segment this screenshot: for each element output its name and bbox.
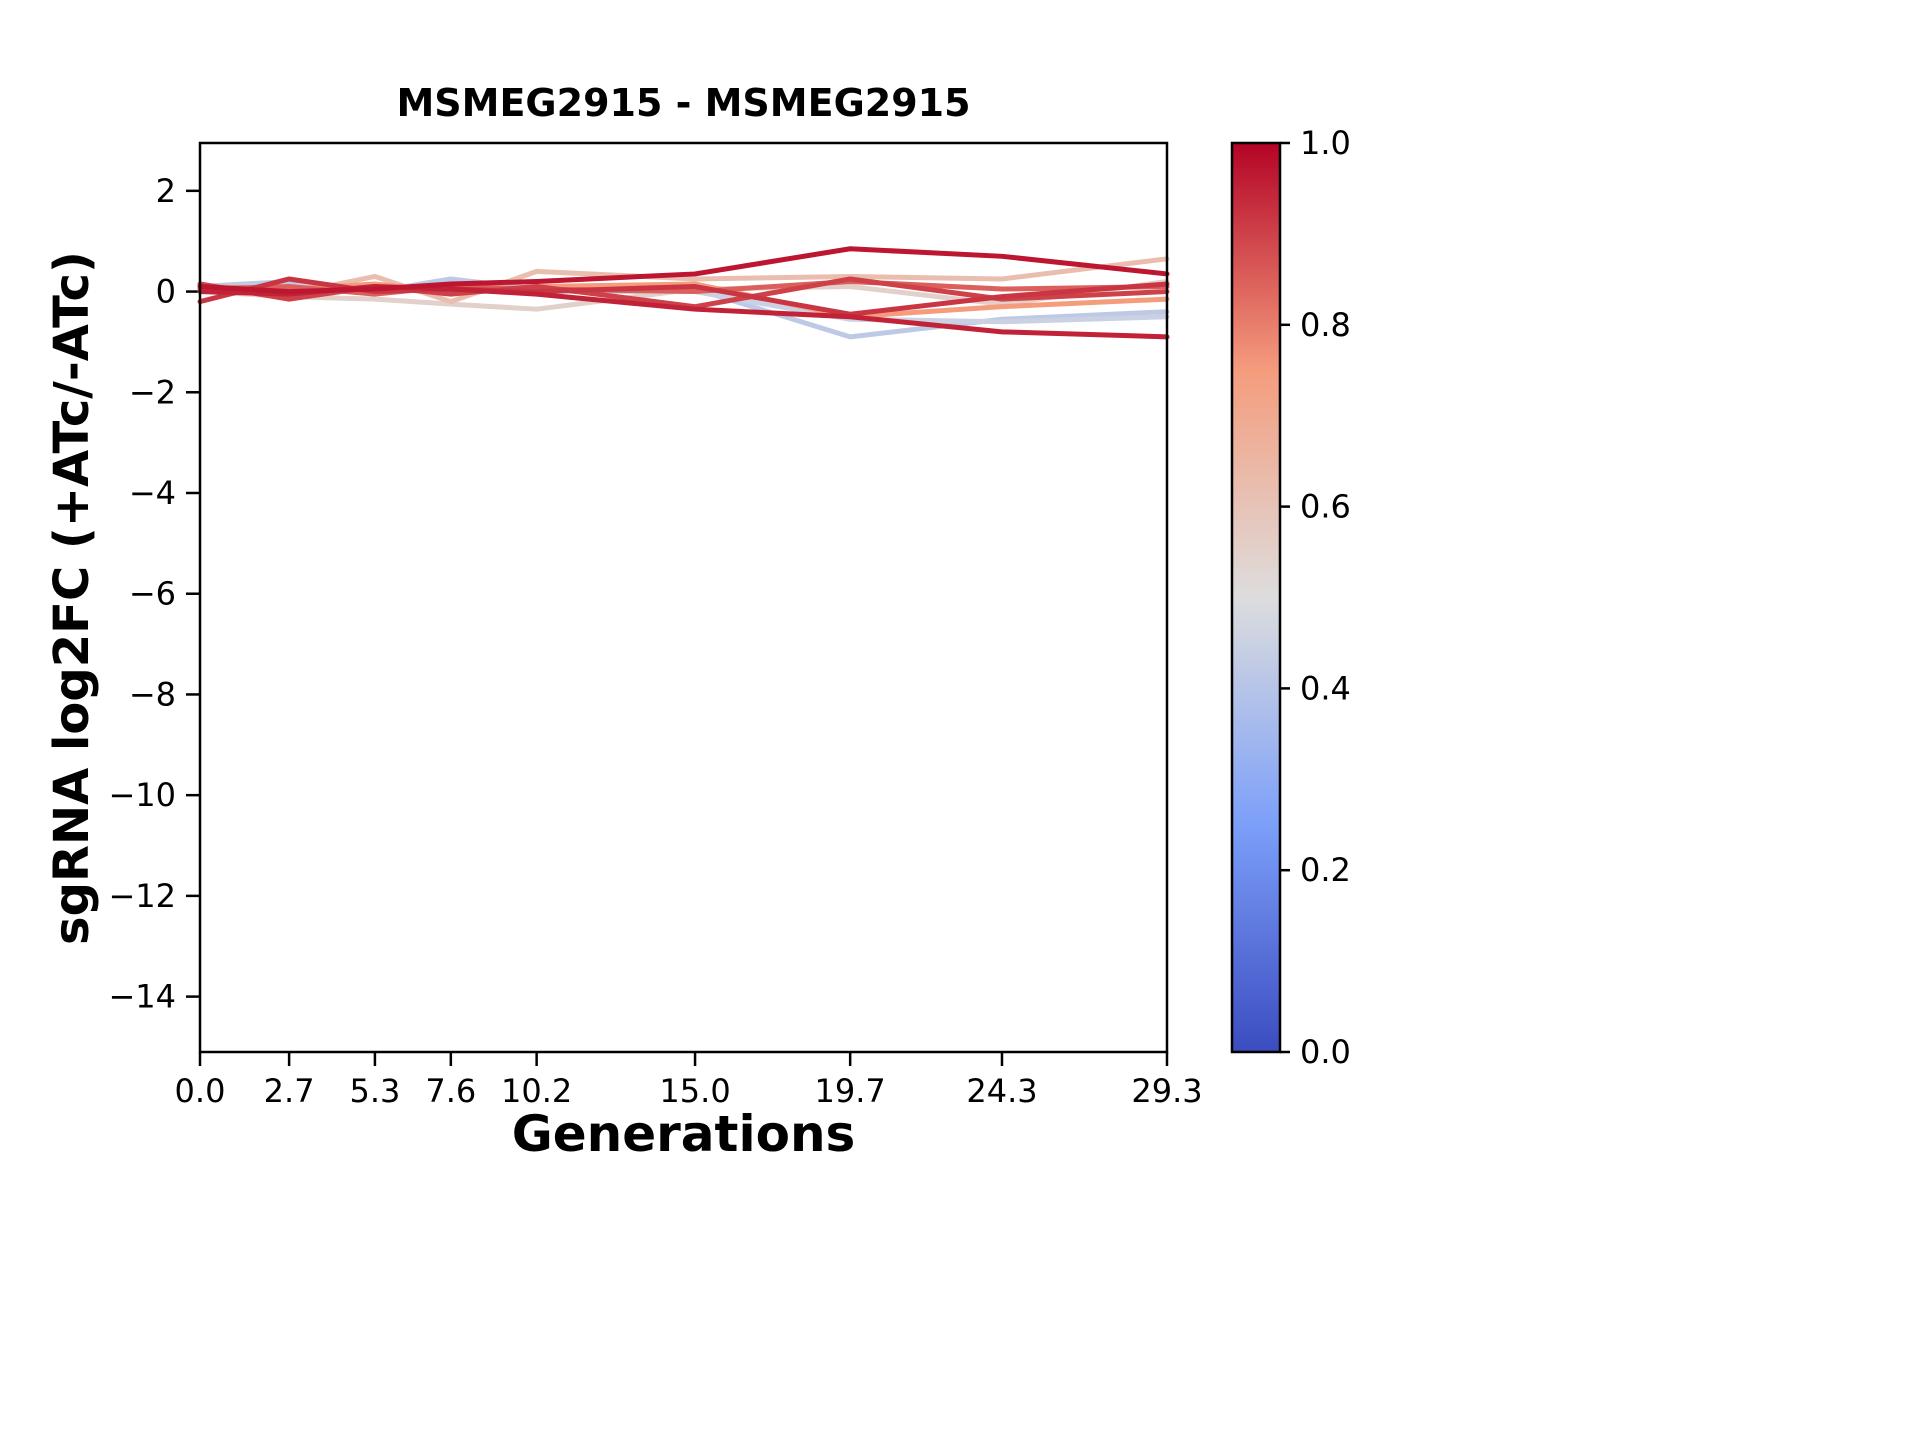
colorbar-frame <box>1230 141 1282 1054</box>
series-line-sg10 <box>197 246 1170 295</box>
x-tick-label: 24.3 <box>966 1072 1037 1110</box>
colorbar-tick-label: 0.4 <box>1300 669 1351 707</box>
x-tick-label: 0.0 <box>175 1072 226 1110</box>
x-tick-label: 2.7 <box>264 1072 315 1110</box>
x-tick-label: 19.7 <box>815 1072 886 1110</box>
chart-title: MSMEG2915 - MSMEG2915 <box>396 81 971 125</box>
plot-frame <box>198 141 1169 1054</box>
y-tick-label: 2 <box>156 172 176 210</box>
y-axis-label: sgRNA log2FC (+ATc/-ATc) <box>44 250 100 945</box>
y-tick-label: −4 <box>129 474 176 512</box>
y-tick-label: 0 <box>156 273 176 311</box>
colorbar-tick-label: 0.8 <box>1300 306 1351 344</box>
x-tick-label: 5.3 <box>349 1072 400 1110</box>
series-line-sg7 <box>197 276 1170 310</box>
colorbar-tick-label: 0.2 <box>1300 851 1351 889</box>
colorbar-tick-label: 0.0 <box>1300 1033 1351 1071</box>
y-tick-label: −8 <box>129 675 176 713</box>
y-tick-label: −10 <box>108 776 176 814</box>
colorbar-tick-label: 1.0 <box>1300 124 1351 162</box>
x-tick-label: 10.2 <box>501 1072 572 1110</box>
y-axis: 2 0 −2 −4 −6 −8 −10 −12 −14 <box>108 172 200 1016</box>
colorbar-gradient <box>1232 143 1280 1052</box>
x-axis-label: Generations <box>511 1105 856 1163</box>
colorbar-tick-label: 0.6 <box>1300 488 1351 526</box>
x-tick-label: 15.0 <box>659 1072 730 1110</box>
y-tick-label: −2 <box>129 373 176 411</box>
y-tick-label: −14 <box>108 978 176 1016</box>
y-tick-label: −6 <box>129 575 176 613</box>
x-tick-label: 29.3 <box>1131 1072 1202 1110</box>
y-tick-label: −12 <box>108 877 176 915</box>
colorbar-axis: 1.0 0.8 0.6 0.4 0.2 0.0 <box>1280 124 1351 1071</box>
series-line-sg8 <box>197 276 1170 317</box>
plot-lines <box>197 246 1170 340</box>
x-tick-label: 7.6 <box>425 1072 476 1110</box>
x-axis: 0.0 2.7 5.3 7.6 10.2 15.0 19.7 24.3 29.3 <box>175 1052 1203 1110</box>
